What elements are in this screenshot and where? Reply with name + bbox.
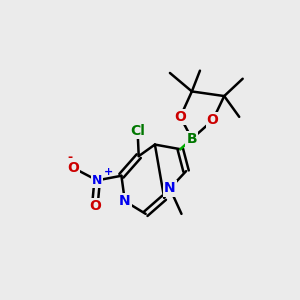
Text: N: N	[164, 182, 176, 196]
Text: B: B	[187, 132, 197, 146]
Text: O: O	[207, 113, 219, 127]
Text: N: N	[92, 174, 102, 187]
Text: O: O	[89, 199, 101, 213]
Text: +: +	[104, 167, 113, 177]
Text: Cl: Cl	[130, 124, 145, 138]
Text: -: -	[67, 151, 72, 164]
Text: O: O	[67, 161, 79, 175]
Text: O: O	[174, 110, 186, 124]
Text: N: N	[119, 194, 131, 208]
